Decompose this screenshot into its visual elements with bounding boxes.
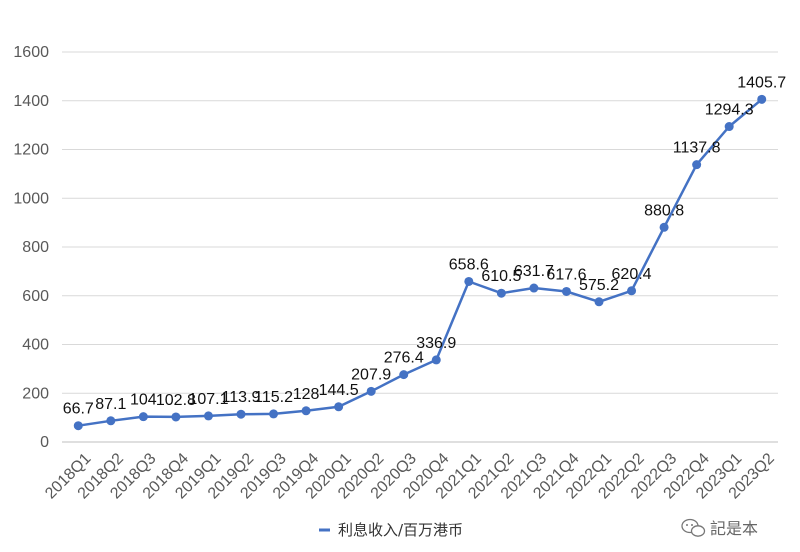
- data-point: [269, 409, 279, 419]
- data-label: 620.4: [612, 266, 652, 283]
- x-axis-tick-labels: 2018Q12018Q22018Q32018Q42019Q12019Q22019…: [42, 450, 778, 502]
- data-point: [106, 416, 116, 426]
- data-point: [301, 406, 311, 416]
- data-label: 104: [130, 392, 157, 409]
- data-point: [724, 122, 734, 132]
- data-label: 1137.8: [673, 140, 721, 157]
- data-point: [236, 409, 246, 419]
- data-label: 617.6: [546, 266, 586, 283]
- data-point: [138, 412, 148, 422]
- data-point: [757, 94, 767, 104]
- data-point: [692, 160, 702, 170]
- watermark-text: 記是本: [710, 519, 758, 538]
- data-label: 113.9: [222, 389, 261, 406]
- data-point: [529, 283, 539, 293]
- data-point: [399, 370, 409, 380]
- data-points: [73, 94, 767, 431]
- data-label: 102.8: [156, 392, 196, 409]
- y-tick-label: 1600: [13, 44, 49, 61]
- data-label: 128: [293, 386, 320, 403]
- y-tick-label: 1000: [13, 190, 49, 207]
- wechat-icon: [681, 518, 706, 537]
- data-point: [203, 411, 213, 421]
- data-point: [561, 286, 571, 296]
- data-label: 880.8: [644, 202, 684, 219]
- data-point: [627, 286, 637, 296]
- data-label: 575.2: [579, 277, 619, 294]
- data-point: [659, 222, 669, 232]
- y-tick-label: 800: [22, 239, 49, 256]
- data-label: 276.4: [384, 350, 424, 367]
- y-tick-label: 1200: [13, 142, 49, 159]
- y-axis-tick-labels: 0 200 400 600 800 1000 1200 1400 1600: [13, 44, 49, 451]
- gridlines: [62, 51, 778, 394]
- data-point: [73, 421, 83, 431]
- data-point: [496, 288, 506, 298]
- data-point: [366, 386, 376, 396]
- data-label: 115.2: [254, 389, 293, 406]
- data-label: 631.7: [514, 263, 554, 280]
- y-tick-label: 1400: [13, 93, 49, 110]
- data-label: 87.1: [95, 396, 126, 413]
- y-tick-label: 0: [40, 434, 49, 451]
- data-label: 1294.3: [705, 102, 754, 119]
- data-point: [594, 297, 604, 307]
- watermark: 記是本: [681, 518, 758, 538]
- data-label: 66.7: [63, 401, 94, 418]
- y-tick-label: 400: [22, 337, 49, 354]
- y-tick-label: 600: [22, 288, 49, 305]
- y-tick-label: 200: [22, 385, 49, 402]
- data-point: [334, 402, 344, 412]
- legend-label: 利息收入/百万港币: [338, 521, 463, 539]
- data-label: 658.6: [449, 256, 489, 273]
- data-label: 610.5: [481, 268, 521, 285]
- data-point: [431, 355, 441, 365]
- data-point: [171, 412, 181, 422]
- series-line: [78, 98, 763, 427]
- data-label: 1405.7: [737, 74, 786, 91]
- data-label: 336.9: [416, 335, 456, 352]
- data-label: 207.9: [351, 366, 391, 383]
- data-label: 144.5: [319, 382, 359, 399]
- data-point: [464, 276, 474, 286]
- data-label: 107.1: [188, 391, 228, 408]
- legend: 利息收入/百万港币: [319, 521, 463, 539]
